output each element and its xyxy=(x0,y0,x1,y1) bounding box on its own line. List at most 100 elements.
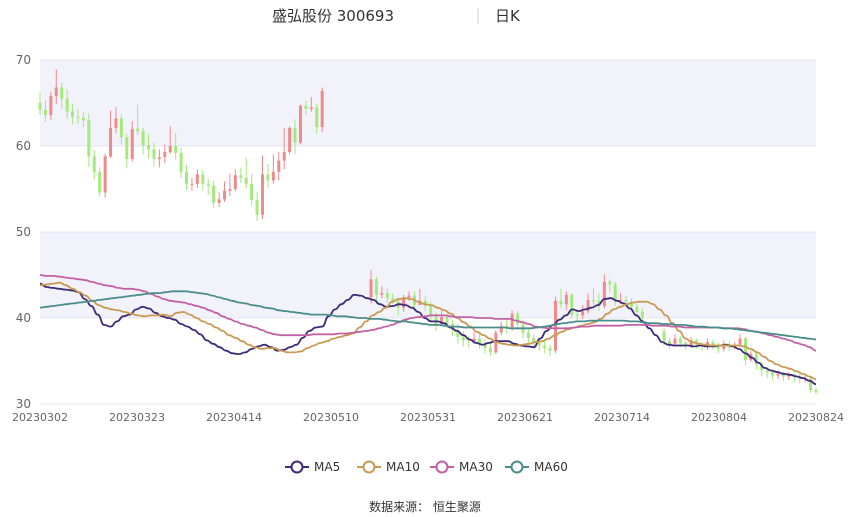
candle xyxy=(174,133,178,160)
candle xyxy=(228,173,232,196)
candle-body xyxy=(662,331,666,342)
period-label[interactable]: 日K xyxy=(495,7,521,25)
y-axis: 30 40 50 60 70 xyxy=(16,53,31,411)
candle xyxy=(277,152,281,181)
candle xyxy=(119,114,123,145)
candle-body xyxy=(201,174,205,184)
candle xyxy=(71,103,75,125)
legend-marker xyxy=(362,460,376,474)
candle xyxy=(185,164,189,190)
candle-body xyxy=(592,299,596,301)
candle xyxy=(288,126,292,155)
candle-body xyxy=(635,306,639,312)
candle xyxy=(526,328,530,343)
candle xyxy=(98,166,102,197)
x-axis: 20230302 20230323 20230414 20230510 20230531… xyxy=(12,411,844,424)
chart-title: 盛弘股份 300693 xyxy=(272,7,394,25)
candle-body xyxy=(564,294,568,305)
legend[interactable]: MA5 MA10 MA30 MA60 xyxy=(285,460,568,474)
candle-body xyxy=(624,299,628,302)
candle xyxy=(87,113,91,167)
candle xyxy=(239,167,243,183)
candle xyxy=(809,376,813,393)
candle-body xyxy=(255,200,259,215)
candle-body xyxy=(136,128,140,132)
candle xyxy=(581,305,585,319)
x-tick-label: 20230510 xyxy=(303,411,359,424)
y-tick-label: 30 xyxy=(16,397,31,411)
candle xyxy=(385,287,389,304)
candle-body xyxy=(483,343,487,349)
candle-body xyxy=(293,127,297,143)
candle xyxy=(738,334,742,347)
candle xyxy=(217,192,221,208)
candle-body xyxy=(233,175,237,189)
candle xyxy=(38,92,42,116)
candle xyxy=(315,103,319,134)
candle xyxy=(136,104,140,135)
candle-body xyxy=(49,96,53,116)
candle-body xyxy=(586,299,590,312)
candle-body xyxy=(250,183,254,201)
candle xyxy=(125,133,129,169)
candle-body xyxy=(157,157,161,159)
candle-body xyxy=(537,342,541,346)
candle xyxy=(298,104,302,145)
candle-body xyxy=(60,87,64,99)
candle-body xyxy=(38,103,42,110)
candle xyxy=(92,150,96,180)
candle-body xyxy=(168,146,172,153)
candle xyxy=(282,127,286,170)
candle xyxy=(667,337,671,349)
x-tick-label: 20230714 xyxy=(594,411,650,424)
candle-body xyxy=(754,354,758,365)
candle-body xyxy=(391,298,395,301)
candle xyxy=(293,119,297,154)
candle-body xyxy=(667,341,671,344)
data-source: 数据来源： 恒生聚源 xyxy=(369,499,481,514)
candle xyxy=(76,109,80,124)
candle-body xyxy=(87,120,91,157)
candle-body xyxy=(195,174,199,184)
candle xyxy=(201,170,205,191)
candle xyxy=(147,133,151,159)
candle-body xyxy=(212,185,216,203)
series-line-ma5 xyxy=(39,282,817,386)
candle-body xyxy=(179,152,183,172)
candle-body xyxy=(684,342,688,346)
x-tick-label: 20230824 xyxy=(788,411,844,424)
candle xyxy=(179,147,183,178)
candle xyxy=(814,387,818,395)
candle xyxy=(60,82,64,110)
candle xyxy=(233,169,237,192)
candle-body xyxy=(575,314,579,316)
candle-body xyxy=(380,293,384,295)
legend-item-ma5[interactable]: MA5 xyxy=(285,460,340,474)
candle xyxy=(781,371,785,381)
candle-body xyxy=(510,313,514,329)
legend-item-ma60[interactable]: MA60 xyxy=(505,460,568,474)
candle-body xyxy=(407,295,411,298)
candle-body xyxy=(445,317,449,325)
x-tick-label: 20230621 xyxy=(497,411,553,424)
candle-body xyxy=(119,118,123,138)
candle-body xyxy=(260,174,264,215)
candle xyxy=(157,149,161,168)
plot-bands xyxy=(40,60,816,318)
candle-body xyxy=(630,301,633,307)
legend-label: MA5 xyxy=(314,460,340,474)
candle xyxy=(190,177,194,191)
candle xyxy=(369,269,373,304)
candle-body xyxy=(478,338,482,344)
candle xyxy=(212,180,216,208)
legend-label: MA10 xyxy=(386,460,420,474)
legend-item-ma10[interactable]: MA10 xyxy=(357,460,420,474)
legend-item-ma30[interactable]: MA30 xyxy=(430,460,493,474)
candle-body xyxy=(743,338,747,361)
candle xyxy=(548,344,552,356)
candle xyxy=(787,372,791,380)
candle xyxy=(543,341,547,354)
candle xyxy=(320,87,324,133)
candle xyxy=(130,121,134,162)
